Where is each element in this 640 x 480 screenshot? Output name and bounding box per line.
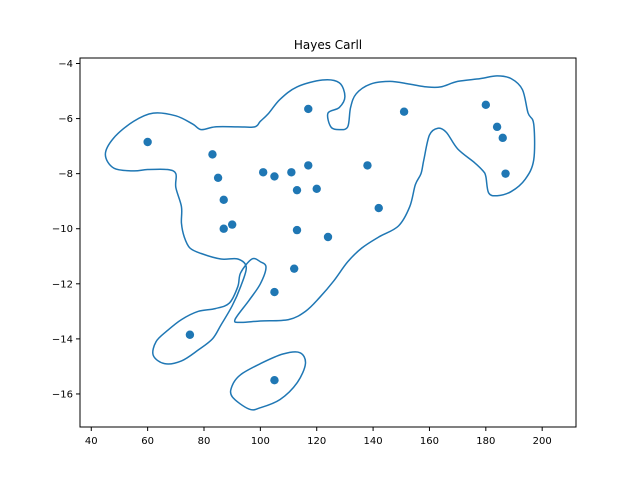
x-tick-label-60: 60 <box>141 436 154 447</box>
x-tick-label-140: 140 <box>364 436 383 447</box>
plot-area <box>104 75 536 411</box>
data-point-15 <box>289 264 299 273</box>
y-tick-label--16: −16 <box>52 389 73 400</box>
data-point-18 <box>270 375 279 385</box>
y-tick-label--6: −6 <box>58 114 73 125</box>
y-tick-label--4: −4 <box>58 59 73 70</box>
y-axis: −16 −14 −12 −10 −8 −6 −4 <box>52 59 80 400</box>
data-point-12 <box>312 184 321 194</box>
data-point-24 <box>498 133 507 143</box>
data-point-22 <box>481 100 491 110</box>
data-point-0 <box>143 137 152 147</box>
data-point-4 <box>219 224 228 233</box>
data-point-8 <box>287 168 296 177</box>
y-tick-label--12: −12 <box>52 279 73 290</box>
data-point-9 <box>304 104 313 114</box>
data-point-11 <box>292 185 302 195</box>
data-point-20 <box>374 203 383 213</box>
plot-frame <box>79 57 577 428</box>
x-tick-label-180: 180 <box>476 436 495 447</box>
x-tick-label-160: 160 <box>420 436 439 447</box>
x-tick-label-80: 80 <box>198 436 211 447</box>
x-tick-label-100: 100 <box>251 436 270 447</box>
data-point-16 <box>270 287 279 297</box>
data-point-10 <box>304 161 313 170</box>
data-point-19 <box>363 161 372 170</box>
contour-line-1 <box>229 351 307 411</box>
data-point-2 <box>213 173 223 182</box>
x-axis: 40 60 80 100 120 140 160 180 200 <box>85 427 552 447</box>
x-tick-label-200: 200 <box>533 436 552 447</box>
data-point-14 <box>323 232 333 242</box>
y-tick-label--8: −8 <box>58 169 73 180</box>
x-tick-label-40: 40 <box>85 436 98 447</box>
data-point-6 <box>258 168 268 177</box>
data-point-21 <box>399 107 409 116</box>
data-point-5 <box>227 220 237 229</box>
data-point-25 <box>501 169 510 178</box>
data-point-17 <box>185 330 195 339</box>
chart-title: Hayes Carll <box>294 38 362 52</box>
data-point-23 <box>492 122 502 132</box>
contour-line-0 <box>104 75 536 365</box>
data-point-13 <box>292 225 302 235</box>
x-tick-label-120: 120 <box>307 436 326 447</box>
data-point-3 <box>219 195 228 205</box>
data-point-7 <box>270 172 279 181</box>
y-tick-label--10: −10 <box>52 224 73 235</box>
y-tick-label--14: −14 <box>52 334 73 345</box>
data-point-1 <box>208 150 217 159</box>
